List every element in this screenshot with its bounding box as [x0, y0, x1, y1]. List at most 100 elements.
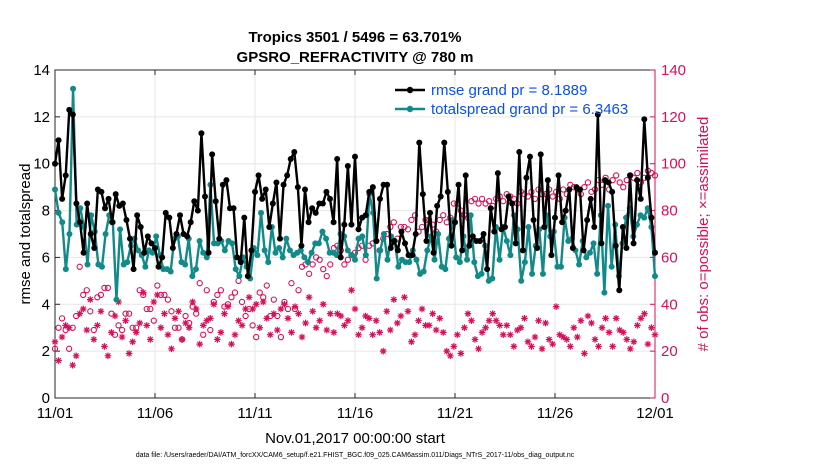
assimilated-obs-marker: [270, 310, 278, 317]
rmse-point: [230, 205, 237, 212]
assimilated-obs-marker: [609, 343, 616, 350]
rmse-point: [430, 249, 437, 256]
totalspread-point: [286, 247, 293, 254]
totalspread-point: [652, 273, 658, 280]
rmse-point: [177, 212, 183, 219]
rmse-point: [462, 172, 469, 179]
assimilated-obs-marker: [125, 350, 133, 357]
rmse-point: [391, 238, 398, 245]
assimilated-obs-marker: [298, 333, 306, 341]
rmse-point: [541, 223, 548, 230]
possible-obs-marker: [125, 310, 133, 317]
possible-obs-marker: [253, 333, 260, 341]
possible-obs-marker: [390, 219, 397, 226]
possible-obs-marker: [104, 284, 112, 292]
possible-obs-marker: [277, 333, 285, 341]
rmse-point: [562, 207, 569, 214]
rmse-point: [348, 221, 355, 228]
assimilated-obs-marker: [108, 329, 115, 336]
totalspread-point: [232, 266, 239, 273]
assimilated-obs-marker: [86, 296, 94, 303]
rmse-point: [109, 219, 116, 226]
chart-subtitle: GPSRO_REFRACTIVITY @ 780 m: [237, 49, 474, 66]
rmse-point: [355, 226, 362, 233]
possible-obs-marker: [76, 263, 83, 270]
assimilated-obs-marker: [471, 336, 479, 343]
totalspread-point: [117, 226, 124, 233]
rmse-point: [398, 228, 405, 235]
assimilated-obs-marker: [584, 312, 592, 320]
rmse-point: [66, 106, 73, 113]
rmse-point: [187, 219, 194, 226]
rmse-point: [519, 247, 526, 254]
rmse-point: [294, 184, 301, 191]
y2-tick-label: 80: [661, 203, 678, 220]
assimilated-obs-marker: [644, 340, 652, 348]
assimilated-obs-marker: [118, 333, 126, 341]
assimilated-obs-marker: [79, 305, 87, 313]
rmse-point: [641, 116, 648, 123]
totalspread-point: [189, 273, 196, 280]
assimilated-obs-marker: [178, 336, 186, 343]
totalspread-point: [348, 252, 355, 259]
rmse-point: [552, 214, 558, 221]
assimilated-obs-marker: [319, 300, 327, 308]
possible-obs-marker: [327, 261, 334, 268]
rmse-point: [587, 195, 594, 202]
assimilated-obs-marker: [344, 317, 352, 324]
rmse-point: [259, 195, 266, 202]
y-tick-label: 8: [42, 203, 50, 220]
rmse-point: [373, 238, 380, 245]
assimilated-obs-marker: [630, 338, 638, 346]
rmse-point: [152, 245, 158, 252]
rmse-point: [555, 172, 562, 179]
possible-obs-marker: [471, 195, 479, 203]
possible-obs-marker: [228, 294, 235, 301]
rmse-point: [409, 252, 416, 259]
rmse-point: [87, 231, 94, 237]
possible-obs-marker: [651, 172, 659, 179]
assimilated-obs-marker: [76, 310, 84, 317]
possible-obs-marker: [404, 226, 412, 233]
possible-obs-marker: [118, 326, 126, 334]
rmse-point: [455, 181, 462, 188]
totalspread-point: [503, 238, 510, 245]
rmse-point: [216, 235, 223, 242]
assimilated-obs-marker: [111, 312, 119, 320]
rmse-point: [166, 214, 173, 221]
totalspread-point: [149, 249, 156, 256]
rmse-point: [534, 245, 541, 252]
rmse-point: [127, 235, 133, 242]
assimilated-obs-marker: [355, 331, 362, 339]
rmse-point: [591, 223, 598, 230]
rmse-point: [198, 130, 205, 137]
x-axis-label: Nov.01,2017 00:00:00 start: [265, 430, 446, 447]
rmse-point: [112, 191, 119, 198]
rmse-point: [305, 219, 312, 226]
y-tick-label: 10: [33, 156, 50, 173]
rmse-point: [523, 174, 530, 181]
y2-tick-label: 0: [661, 390, 669, 407]
possible-obs-marker: [485, 198, 493, 205]
totalspread-point: [435, 231, 442, 237]
rmse-point: [252, 188, 258, 195]
totalspread-point: [167, 268, 174, 275]
y-tick-label: 12: [33, 109, 50, 126]
totalspread-point: [276, 245, 283, 252]
totalspread-point: [261, 247, 268, 254]
possible-obs-marker: [97, 291, 105, 299]
assimilated-obs-marker: [468, 317, 475, 324]
assimilated-obs-marker: [574, 333, 581, 341]
rmse-point: [459, 247, 466, 254]
totalspread-point: [518, 277, 525, 284]
possible-obs-marker: [616, 179, 623, 186]
possible-obs-marker: [309, 261, 316, 268]
assimilated-obs-marker: [651, 331, 659, 339]
possible-obs-marker: [478, 195, 486, 203]
assimilated-obs-marker: [559, 333, 567, 341]
assimilated-obs-marker: [277, 305, 285, 313]
assimilated-obs-marker: [266, 331, 274, 339]
assimilated-obs-marker: [552, 303, 560, 310]
y-tick-label: 6: [42, 249, 50, 266]
rmse-point: [412, 231, 419, 237]
